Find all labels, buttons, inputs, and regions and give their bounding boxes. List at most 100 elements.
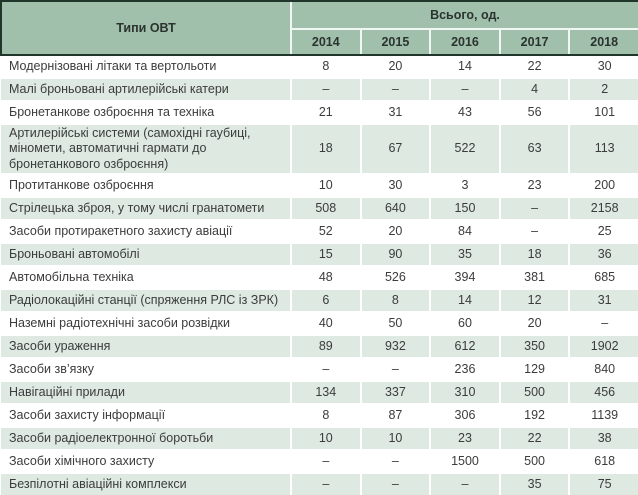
value-cell: 236 (429, 356, 500, 381)
table-row: Засоби захисту інформації 8 87 306 192 1139 (1, 402, 638, 427)
value-cell: 23 (429, 425, 500, 450)
value-cell: 150 (429, 195, 500, 220)
table-row: Модернізовані літаки та вертольоти 8 20 14 2… (1, 54, 638, 78)
value-cell: 932 (359, 333, 431, 358)
value-cell: 456 (568, 379, 638, 404)
value-cell: 67 (359, 123, 431, 174)
value-cell: 134 (290, 379, 361, 404)
value-cell: 10 (290, 172, 361, 197)
header-years-row: 2014 2015 2016 2017 2018 (1, 28, 638, 56)
table-row: Засоби ураження 89 932 612 350 1902 (1, 333, 638, 358)
row-label: Автомобільна техніка (1, 264, 291, 289)
value-cell: 30 (359, 172, 431, 197)
table-row: Броньовані автомобілі 15 90 35 18 36 (1, 241, 638, 266)
value-cell: 3 (429, 172, 500, 197)
table-row: Стрілецька зброя, у тому числі гранатоме… (1, 195, 638, 220)
value-cell: 8 (359, 287, 431, 312)
value-cell: 1500 (429, 448, 500, 473)
row-label: Безпілотні авіаційні комплекси (1, 471, 291, 495)
value-cell: 56 (498, 100, 570, 124)
value-cell: 48 (290, 264, 361, 289)
value-cell: – (290, 471, 361, 495)
value-cell: – (498, 218, 570, 243)
value-cell: – (498, 195, 570, 220)
value-cell: 31 (568, 287, 638, 312)
table-row: Засоби радіоелектронної боротьби 10 10 23 22… (1, 425, 638, 450)
value-cell: 20 (498, 310, 570, 335)
row-label: Радіолокаційні станції (спряження РЛС із… (1, 287, 291, 312)
value-cell: 10 (359, 425, 431, 450)
value-cell: 20 (359, 54, 431, 78)
value-cell: 38 (568, 425, 638, 450)
value-cell: – (429, 471, 500, 495)
value-cell: 18 (498, 241, 570, 266)
value-cell: 35 (498, 471, 570, 495)
table-row: Малі броньовані артилерійські катери – – –4… (1, 77, 638, 101)
row-label: Малі броньовані артилерійські катери (1, 77, 291, 101)
header-total-group: Всього, од. (290, 0, 638, 29)
value-cell: 21 (290, 100, 361, 124)
value-cell: 30 (568, 54, 638, 78)
value-cell: 618 (568, 448, 638, 473)
value-cell: 10 (290, 425, 361, 450)
row-label: Наземні радіотехнічні засоби розвідки (1, 310, 291, 335)
header-year-2017: 2017 (498, 28, 570, 56)
table-row: Засоби протиракетного захисту авіації 52 2… (1, 218, 638, 243)
value-cell: 1902 (568, 333, 638, 358)
row-label: Модернізовані літаки та вертольоти (1, 54, 291, 78)
value-cell: 75 (568, 471, 638, 495)
value-cell: 20 (359, 218, 431, 243)
value-cell: – (290, 448, 361, 473)
value-cell: – (568, 310, 638, 335)
row-label: Засоби хімічного захисту (1, 448, 291, 473)
value-cell: 101 (568, 100, 638, 124)
value-cell: 43 (429, 100, 500, 124)
value-cell: 337 (359, 379, 431, 404)
value-cell: 31 (359, 100, 431, 124)
value-cell: 310 (429, 379, 500, 404)
value-cell: 52 (290, 218, 361, 243)
table-body: Модернізовані літаки та вертольоти 8 20 14 2… (1, 54, 638, 495)
value-cell: 14 (429, 287, 500, 312)
table-row: Засоби хімічного захисту – –1500 500 618 (1, 448, 638, 473)
row-label: Навігаційні прилади (1, 379, 291, 404)
value-cell: 129 (498, 356, 570, 381)
value-cell: 500 (498, 379, 570, 404)
table-row: Засоби зв’язку – –236 129 840 (1, 356, 638, 381)
value-cell: 36 (568, 241, 638, 266)
row-label: Засоби радіоелектронної боротьби (1, 425, 291, 450)
value-cell: – (290, 77, 361, 101)
value-cell: 306 (429, 402, 500, 427)
header-year-2018: 2018 (568, 28, 638, 56)
value-cell: – (290, 356, 361, 381)
table-row: Наземні радіотехнічні засоби розвідки 40 5… (1, 310, 638, 335)
value-cell: 508 (290, 195, 361, 220)
value-cell: 4 (498, 77, 570, 101)
value-cell: 12 (498, 287, 570, 312)
row-label: Артилерійські системи (самохідні гаубиці… (1, 123, 291, 174)
header-type-col: Типи ОВТ (0, 0, 291, 56)
value-cell: 14 (429, 54, 500, 78)
header-year-2016: 2016 (429, 28, 500, 56)
row-label: Засоби ураження (1, 333, 291, 358)
row-label: Броньовані автомобілі (1, 241, 291, 266)
table-row: Протитанкове озброєння 10 30 3 23 200 (1, 172, 638, 197)
value-cell: 23 (498, 172, 570, 197)
table-row: Навігаційні прилади 134 337 310 500 456 (1, 379, 638, 404)
value-cell: 113 (568, 123, 638, 174)
row-label: Засоби протиракетного захисту авіації (1, 218, 291, 243)
table-row: Радіолокаційні станції (спряження РЛС із… (1, 287, 638, 312)
value-cell: – (359, 77, 431, 101)
value-cell: 40 (290, 310, 361, 335)
value-cell: – (359, 471, 431, 495)
value-cell: 22 (498, 425, 570, 450)
value-cell: – (429, 77, 500, 101)
value-cell: 8 (290, 402, 361, 427)
table-row: Автомобільна техніка 48 526 394 381 685 (1, 264, 638, 289)
value-cell: 526 (359, 264, 431, 289)
table-row: Безпілотні авіаційні комплекси – – –35 75 (1, 471, 638, 495)
value-cell: 50 (359, 310, 431, 335)
header-group-row: Типи ОВТ Всього, од. (0, 0, 638, 56)
value-cell: 381 (498, 264, 570, 289)
